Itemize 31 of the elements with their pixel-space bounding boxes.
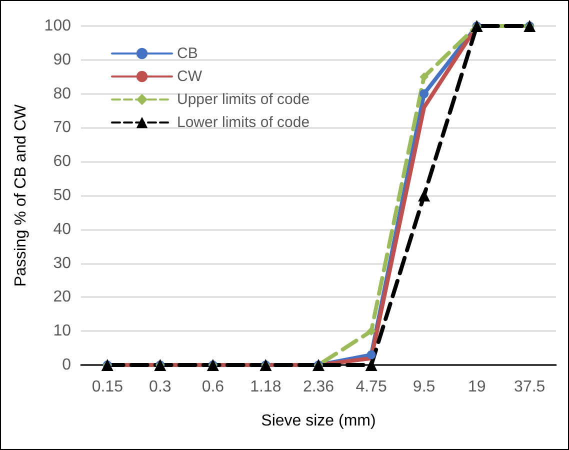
x-tick-label: 0.3: [149, 378, 172, 396]
point: [366, 350, 376, 360]
y-tick-label: 70: [53, 119, 72, 136]
y-tick-label: 0: [62, 356, 72, 374]
y-tick-label: 80: [53, 85, 72, 102]
x-tick-label: 1.18: [250, 378, 282, 396]
x-tick-label: 9.5: [412, 378, 436, 396]
y-tick-label: 90: [53, 51, 72, 68]
x-tick-label: 19: [468, 378, 486, 396]
y-tick-label: 30: [53, 254, 72, 272]
x-axis-title: Sieve size (mm): [261, 412, 376, 430]
y-tick-label: 100: [44, 18, 72, 34]
y-tick-label: 60: [53, 153, 72, 170]
legend-label: CW: [177, 68, 203, 85]
x-tick-label: 4.75: [356, 378, 387, 396]
point: [365, 359, 378, 371]
point: [418, 190, 430, 202]
y-axis-title: Passing % of CB and CW: [12, 103, 30, 287]
y-tick-label: 10: [53, 322, 72, 340]
x-tick-label: 0.15: [92, 378, 124, 396]
legend-label: Lower limits of code: [177, 114, 310, 131]
x-tick-label: 0.6: [202, 378, 224, 396]
y-tick-label: 40: [53, 220, 72, 238]
x-tick-label: 37.5: [514, 378, 546, 396]
point: [420, 72, 429, 82]
point: [420, 89, 429, 98]
legend-label: CB: [177, 45, 198, 62]
legend-label: Upper limits of code: [177, 91, 310, 108]
y-tick-label: 50: [53, 187, 72, 204]
y-tick-label: 20: [53, 288, 72, 306]
x-tick-label: 2.36: [302, 378, 334, 396]
